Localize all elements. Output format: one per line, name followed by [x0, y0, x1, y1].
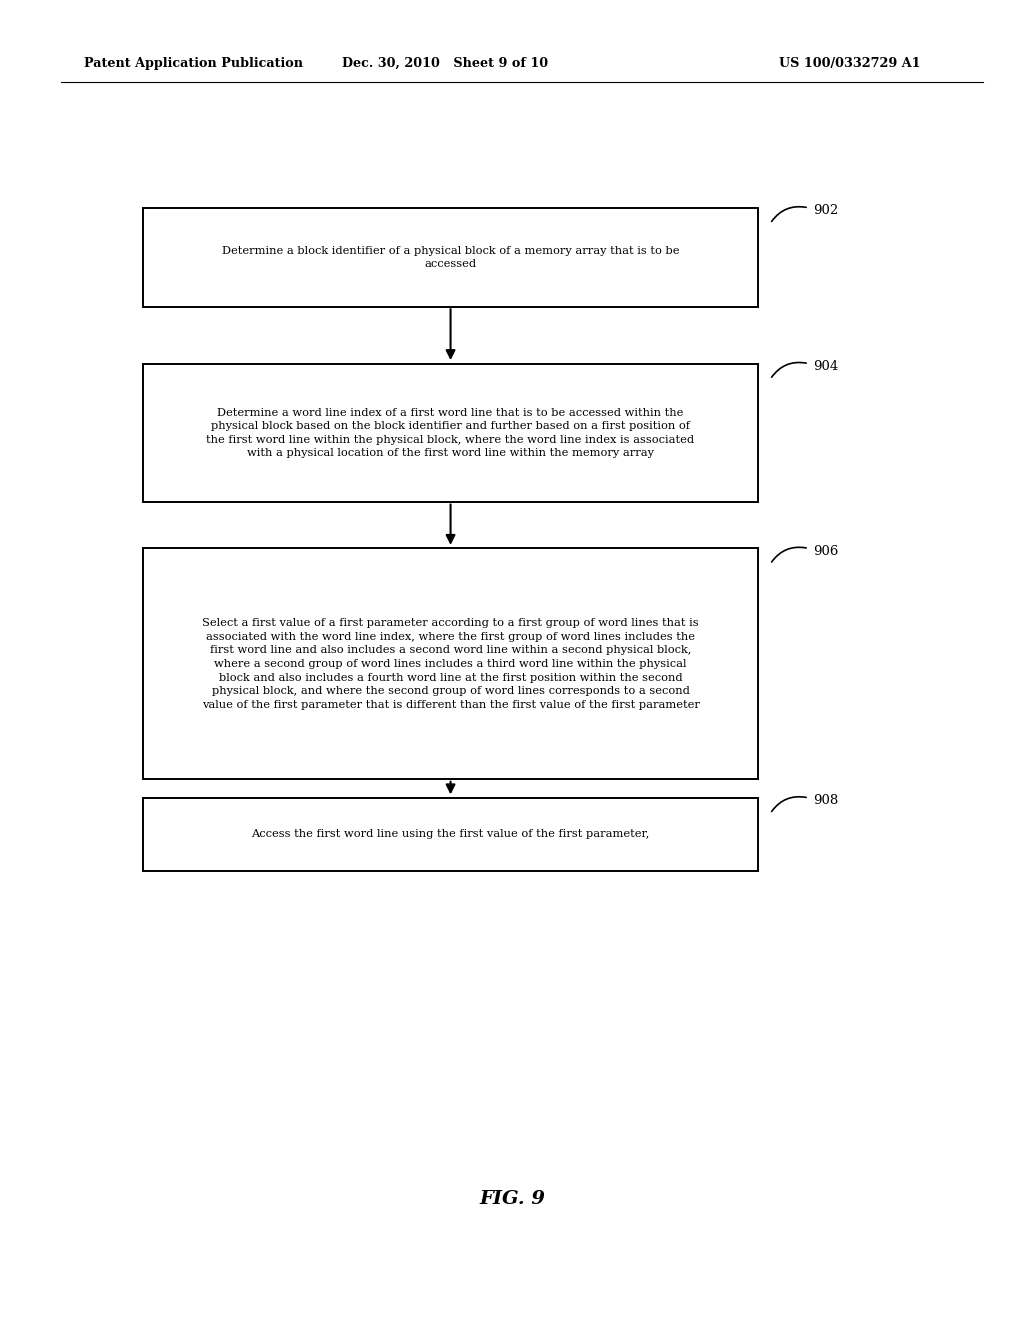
Text: Access the first word line using the first value of the first parameter,: Access the first word line using the fir…: [251, 829, 650, 840]
Text: 902: 902: [813, 205, 839, 216]
Text: Determine a block identifier of a physical block of a memory array that is to be: Determine a block identifier of a physic…: [222, 246, 679, 269]
Text: 906: 906: [813, 545, 839, 557]
Bar: [143, 363, 758, 502]
Text: US 100/0332729 A1: US 100/0332729 A1: [779, 57, 921, 70]
Bar: [143, 549, 758, 779]
Text: Dec. 30, 2010   Sheet 9 of 10: Dec. 30, 2010 Sheet 9 of 10: [342, 57, 549, 70]
Text: Patent Application Publication: Patent Application Publication: [84, 57, 303, 70]
Text: 904: 904: [813, 360, 839, 372]
Text: Determine a word line index of a first word line that is to be accessed within t: Determine a word line index of a first w…: [207, 408, 694, 458]
Text: FIG. 9: FIG. 9: [479, 1189, 545, 1208]
Bar: [143, 207, 758, 306]
Text: Select a first value of a first parameter according to a first group of word lin: Select a first value of a first paramete…: [202, 618, 699, 710]
Bar: [143, 797, 758, 871]
Text: 908: 908: [813, 795, 839, 807]
